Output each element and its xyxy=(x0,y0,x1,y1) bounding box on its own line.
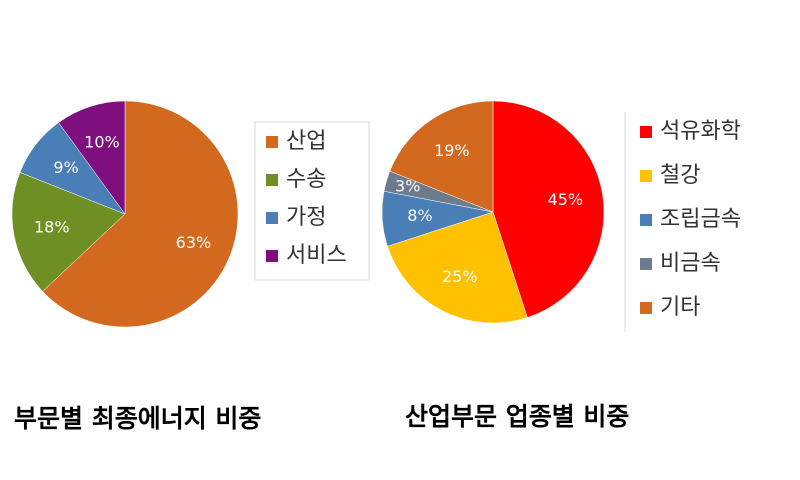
legend-label: 산업 xyxy=(286,129,326,154)
pie-slice xyxy=(58,100,126,215)
data-label: 9% xyxy=(53,158,78,177)
legend-label: 가정 xyxy=(286,205,326,230)
chart-title: 산업부문 업종별 비중 xyxy=(405,402,629,431)
data-label: 63% xyxy=(176,233,212,252)
data-label: 19% xyxy=(434,141,470,160)
pie-slice xyxy=(11,172,126,292)
legend-label: 조립금속 xyxy=(660,207,741,232)
legend-label: 서비스 xyxy=(286,243,347,268)
legend-swatch xyxy=(266,174,278,186)
legend-label: 비금속 xyxy=(660,251,721,276)
legend-swatch xyxy=(640,126,652,138)
data-label: 10% xyxy=(84,133,120,152)
legend-swatch xyxy=(640,302,652,314)
legend-frame xyxy=(254,121,370,281)
legend-swatch xyxy=(266,212,278,224)
legend-label: 수송 xyxy=(286,167,326,192)
legend-swatch xyxy=(266,250,278,262)
data-label: 45% xyxy=(548,190,584,209)
legend-swatch xyxy=(640,214,652,226)
pie-slice xyxy=(389,100,494,213)
legend-swatch xyxy=(640,170,652,182)
data-label: 8% xyxy=(407,206,432,225)
legend-swatch xyxy=(266,136,278,148)
chart-title: 부문별 최종에너지 비중 xyxy=(14,404,261,433)
legend-swatch xyxy=(640,258,652,270)
data-label: 25% xyxy=(442,267,478,286)
legend-label: 철강 xyxy=(660,163,700,188)
data-label: 3% xyxy=(395,177,420,196)
legend-label: 기타 xyxy=(660,295,700,320)
pie-slice xyxy=(42,100,239,328)
legend-label: 석유화학 xyxy=(660,119,741,144)
pie-slice xyxy=(387,211,528,324)
data-label: 18% xyxy=(34,217,70,236)
pie-slice xyxy=(492,100,605,318)
